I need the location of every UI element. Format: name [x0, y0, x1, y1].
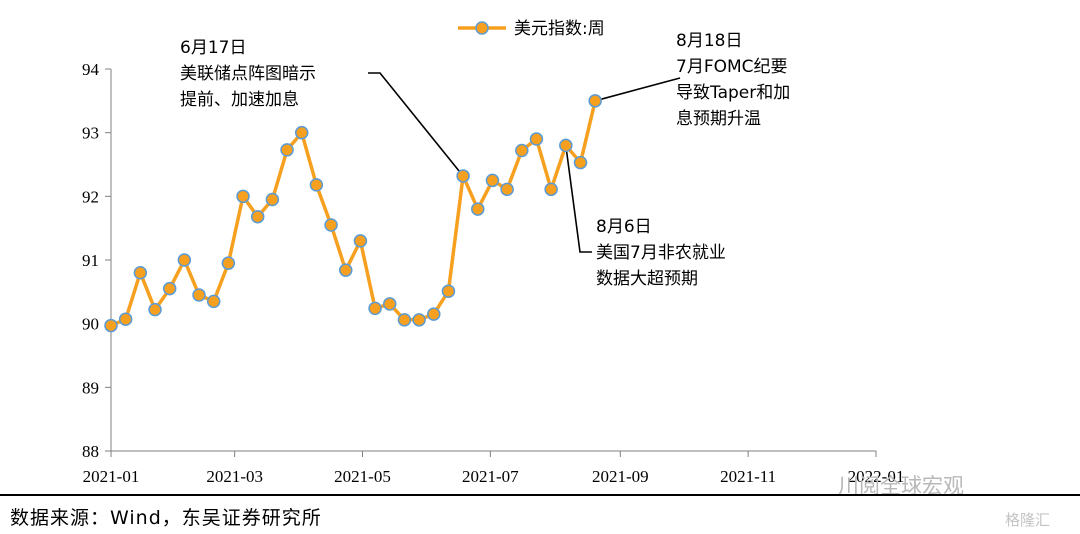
- data-point: [221, 256, 236, 270]
- annotation-text: 8月6日: [596, 217, 652, 237]
- data-point: [515, 143, 529, 158]
- series: [104, 94, 602, 333]
- data-point: [206, 294, 221, 309]
- x-tick-label: 2021-03: [206, 467, 263, 486]
- data-point: [573, 155, 588, 170]
- data-point: [309, 178, 324, 192]
- data-point: [383, 297, 397, 311]
- data-point: [529, 132, 544, 146]
- data-point: [588, 94, 602, 108]
- data-point: [559, 138, 573, 153]
- y-tick-label: 88: [82, 442, 99, 461]
- annotation-leader-line: [565, 145, 592, 253]
- y-tick-label: 90: [82, 315, 99, 334]
- legend-marker: [475, 21, 489, 35]
- y-tick-label: 93: [82, 124, 99, 143]
- data-point: [294, 125, 309, 140]
- data-point: [324, 218, 338, 232]
- data-point: [397, 313, 412, 327]
- data-point: [441, 284, 456, 298]
- data-point: [236, 189, 250, 204]
- annotation-text: 7月FOMC纪要: [676, 57, 788, 77]
- x-tick-label: 2021-07: [462, 467, 519, 486]
- data-point: [118, 312, 133, 326]
- line-chart: 88 89 90 91 92 93 94 2021-01 2021-03 2021-05 2021-…: [82, 19, 904, 486]
- x-tick-label: 2021-11: [720, 467, 776, 486]
- annotation-text: 提前、加速加息: [180, 90, 299, 110]
- legend: 美元指数:周: [458, 19, 605, 39]
- data-point: [500, 182, 514, 197]
- annotation-text: 美国7月非农就业: [596, 243, 726, 263]
- data-point: [368, 301, 382, 316]
- data-point: [544, 182, 558, 197]
- watermark-logo: 格隆汇: [1005, 511, 1051, 529]
- data-point: [338, 263, 353, 277]
- annotation-leader-line: [368, 72, 464, 177]
- data-point: [265, 192, 280, 207]
- y-tick-label: 89: [82, 378, 99, 397]
- source-note: 数据来源：Wind，东吴证券研究所: [10, 507, 322, 529]
- data-point: [485, 173, 500, 188]
- x-tick-label: 2022-01: [848, 467, 905, 486]
- series-line: [110, 100, 597, 328]
- data-point: [192, 288, 206, 302]
- y-tick-label: 91: [82, 251, 99, 270]
- data-point: [456, 169, 470, 183]
- annotation-text: 8月18日: [676, 31, 742, 51]
- data-point: [280, 143, 294, 157]
- data-point: [133, 265, 148, 280]
- y-tick-label: 94: [82, 60, 100, 79]
- data-point: [104, 318, 118, 333]
- data-point: [177, 253, 192, 267]
- annotation-text: 数据大超预期: [596, 269, 698, 289]
- axes: 88 89 90 91 92 93 94 2021-01 2021-03 2021-05 2021-…: [82, 60, 904, 486]
- data-point: [162, 281, 177, 296]
- divider: [0, 494, 1080, 496]
- annotation-text: 导致Taper和加: [676, 83, 790, 103]
- annotation-leader-line: [594, 77, 681, 102]
- x-tick-label: 2021-05: [334, 467, 391, 486]
- data-point: [471, 202, 485, 216]
- x-tick-label: 2021-01: [83, 467, 140, 486]
- y-tick-label: 92: [82, 187, 99, 206]
- x-tick-label: 2021-09: [592, 467, 649, 486]
- legend-label: 美元指数:周: [514, 19, 605, 39]
- annotation-text: 6月17日: [180, 38, 246, 58]
- data-point: [250, 209, 265, 224]
- annotation-text: 美联储点阵图暗示: [180, 64, 316, 84]
- data-point: [427, 307, 441, 321]
- annotation-text: 息预期升温: [676, 109, 761, 129]
- data-point: [353, 234, 368, 248]
- data-point: [412, 313, 426, 327]
- data-point: [148, 302, 162, 317]
